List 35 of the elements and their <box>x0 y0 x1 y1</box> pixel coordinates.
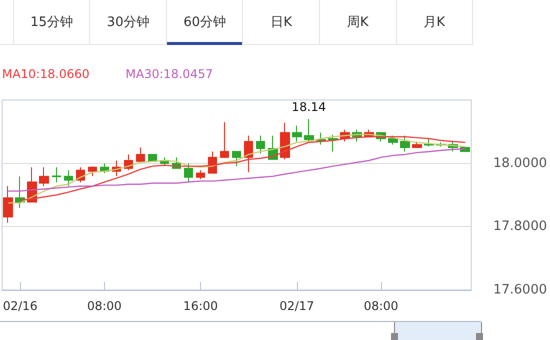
candlestick <box>256 135 265 154</box>
candlestick <box>304 118 314 142</box>
x-tick-label: 02/17 <box>280 299 314 313</box>
candlestick <box>400 135 410 152</box>
candlestick <box>39 166 49 187</box>
candlestick <box>328 134 338 152</box>
y-tick-label: 17.6000 <box>493 282 548 298</box>
candlestick <box>3 186 13 224</box>
y-tick-label: 18.0000 <box>493 156 548 171</box>
text: MA10:18.0660 <box>2 67 90 81</box>
text: 15分钟 <box>30 14 73 31</box>
candlestick <box>412 140 422 148</box>
candlestick <box>220 122 229 158</box>
text: 60分钟 <box>183 14 226 31</box>
candlestick <box>52 166 61 183</box>
candlestick <box>232 150 241 167</box>
x-tick-label: 02/16 <box>2 299 38 313</box>
annotation: 18.14 <box>292 100 326 114</box>
candlestick <box>136 147 145 162</box>
text: MA30:18.0457 <box>126 67 213 81</box>
text: 周K <box>346 14 368 31</box>
y-tick-label: 17.8000 <box>493 219 548 234</box>
x-tick-label: 16:00 <box>183 299 218 313</box>
x-tick-label: 08:00 <box>364 299 398 313</box>
candlestick <box>184 162 193 183</box>
candlestick <box>196 170 205 180</box>
text: 30分钟 <box>106 14 150 31</box>
text: 月K <box>423 14 446 31</box>
candlestick <box>244 135 253 173</box>
candlestick <box>88 166 97 176</box>
x-tick-label: 08:00 <box>87 299 122 313</box>
line-series <box>8 148 466 192</box>
candlestick <box>64 170 73 187</box>
candlestick <box>292 125 302 142</box>
text: 日K <box>270 14 292 31</box>
